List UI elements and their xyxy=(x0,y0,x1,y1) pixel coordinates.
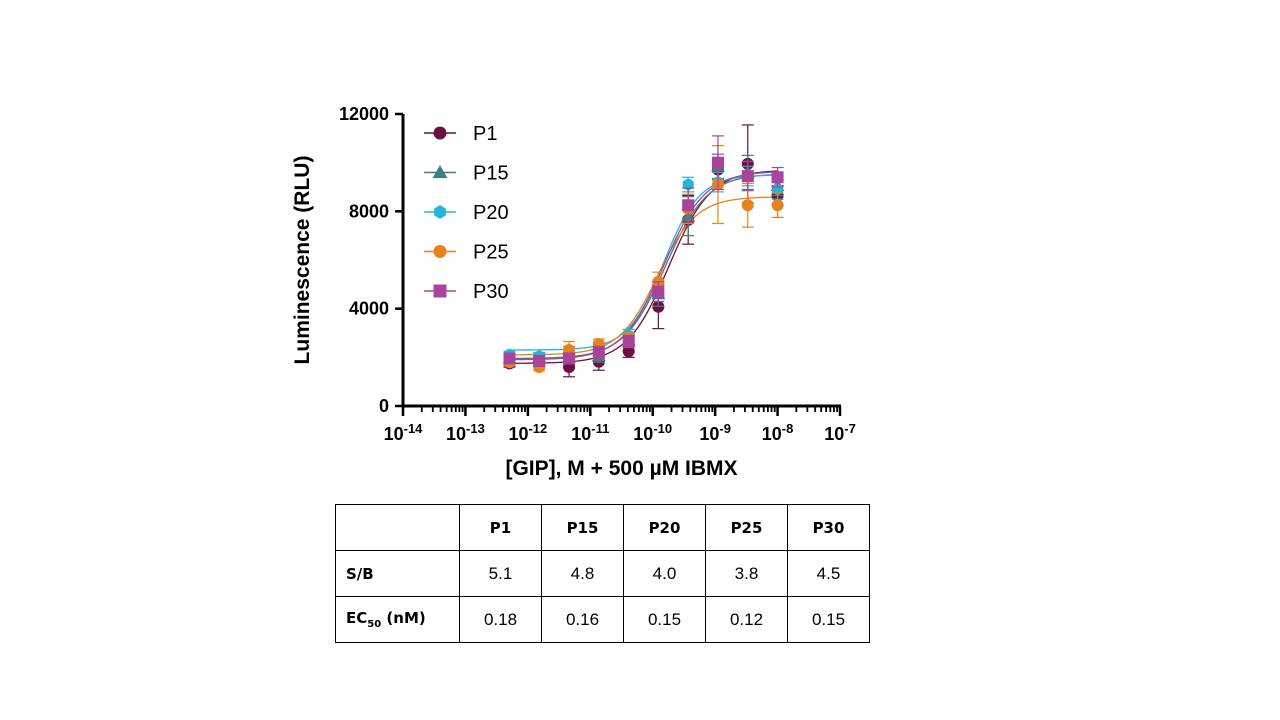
data-point xyxy=(592,346,605,359)
data-point xyxy=(741,199,754,212)
table-row-ec50: EC50 (nM) 0.18 0.16 0.15 0.12 0.15 xyxy=(335,596,870,643)
legend: P1 P15 P20 P25 P30 xyxy=(424,123,509,303)
legend-label: P30 xyxy=(473,281,509,303)
sb-p15: 4.8 xyxy=(541,550,624,597)
y-tick-label: 0 xyxy=(379,396,389,416)
row-label-ec50: EC50 (nM) xyxy=(335,596,460,643)
legend-marker xyxy=(433,126,447,140)
chart-svg: 0 4000 8000 12000 10-14 10-13 10-12 10-11 10-10 1… xyxy=(291,104,856,480)
ec50-p30: 0.15 xyxy=(787,596,870,643)
fit-curve-p20 xyxy=(506,174,779,351)
data-point xyxy=(503,352,516,365)
sb-p1: 5.1 xyxy=(459,550,542,597)
data-point xyxy=(563,352,576,365)
series-p30 xyxy=(503,135,784,367)
fit-curve-p25 xyxy=(506,196,779,356)
series-p1 xyxy=(503,124,784,378)
legend-marker xyxy=(432,165,448,179)
x-tick-label: 10-8 xyxy=(762,421,794,444)
x-axis-title: [GIP], M + 500 µM IBMX xyxy=(505,457,737,480)
x-tick-label: 10-12 xyxy=(508,421,547,444)
sb-p25: 3.8 xyxy=(705,550,788,597)
x-tick-label: 10-14 xyxy=(384,421,424,444)
ec50-p25: 0.12 xyxy=(705,596,788,643)
table-header-p30: P30 xyxy=(787,504,870,551)
data-point xyxy=(533,354,546,367)
sb-p20: 4.0 xyxy=(623,550,706,597)
data-point xyxy=(682,199,695,212)
legend-label: P1 xyxy=(473,123,497,145)
table-row-sb: S/B 5.1 4.8 4.0 3.8 4.5 xyxy=(335,550,870,597)
legend-label: P25 xyxy=(473,242,509,264)
data-point xyxy=(771,199,784,212)
data-point xyxy=(741,170,754,183)
ec50-p15: 0.16 xyxy=(541,596,624,643)
table-header-p1: P1 xyxy=(459,504,542,551)
ec50-p20: 0.15 xyxy=(623,596,706,643)
summary-table: P1 P15 P20 P25 P30 S/B 5.1 4.8 4.0 3.8 4… xyxy=(335,504,870,643)
x-tick-label: 10-9 xyxy=(699,421,731,444)
fit-curve-p15 xyxy=(506,173,779,360)
legend-label: P15 xyxy=(473,163,509,185)
table-header-corner xyxy=(335,504,460,551)
table-header-p25: P25 xyxy=(705,504,788,551)
y-axis-title: Luminescence (RLU) xyxy=(291,156,314,365)
y-tick-label: 12000 xyxy=(339,104,389,124)
data-point xyxy=(652,285,665,298)
series-p25 xyxy=(503,145,784,374)
table-header-p20: P20 xyxy=(623,504,706,551)
sb-p30: 4.5 xyxy=(787,550,870,597)
table-header-row: P1 P15 P20 P25 P30 xyxy=(335,504,870,551)
x-tick-label: 10-11 xyxy=(571,421,609,444)
x-tick-label: 10-7 xyxy=(824,421,856,444)
x-tick-label: 10-13 xyxy=(446,421,485,444)
ec50-label-sub: 50 xyxy=(367,619,382,630)
legend-label: P20 xyxy=(473,202,509,224)
ec50-label-main: EC xyxy=(346,609,368,627)
dose-response-chart: 0 4000 8000 12000 10-14 10-13 10-12 10-11 10-10 1… xyxy=(291,104,856,480)
y-tick-label: 4000 xyxy=(349,299,389,319)
data-point xyxy=(711,156,724,169)
ec50-p1: 0.18 xyxy=(459,596,542,643)
data-point xyxy=(622,345,635,358)
data-point xyxy=(622,335,635,348)
table-header-p15: P15 xyxy=(541,504,624,551)
fit-curve-p30 xyxy=(506,171,779,361)
legend-marker xyxy=(433,245,447,258)
legend-marker xyxy=(433,284,447,298)
series-p20 xyxy=(503,165,784,363)
ec50-label-rest: (nM) xyxy=(381,609,426,627)
row-label-sb: S/B xyxy=(335,550,460,597)
x-tick-label: 10-10 xyxy=(633,421,672,444)
y-tick-label: 8000 xyxy=(349,201,389,221)
data-point xyxy=(771,171,784,184)
legend-marker xyxy=(434,205,446,219)
